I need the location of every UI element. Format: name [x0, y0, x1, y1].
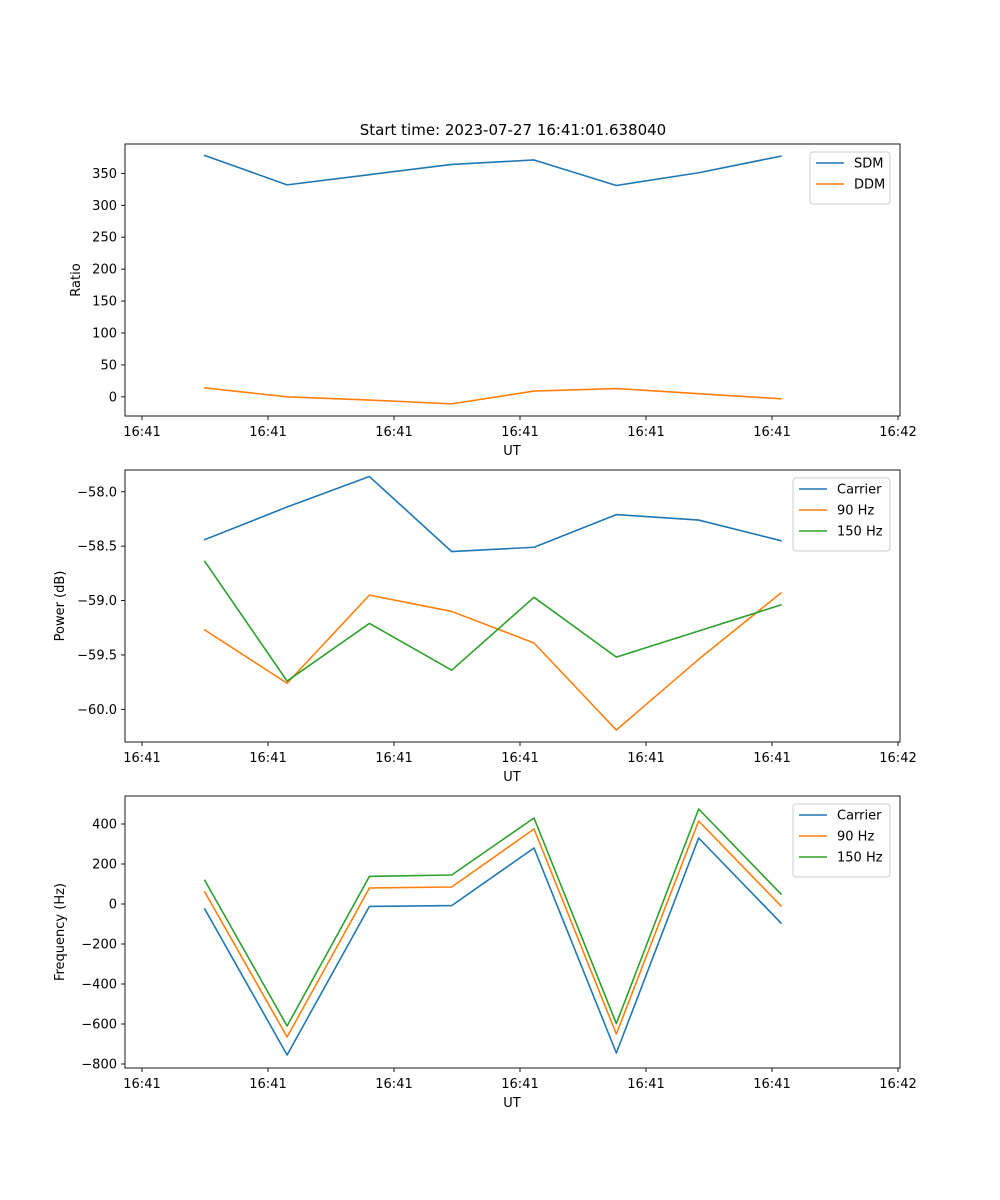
x-tick-label: 16:41 [627, 425, 664, 440]
x-tick-label: 16:41 [501, 1077, 538, 1092]
x-tick-label: 16:41 [123, 425, 160, 440]
series-line-90-hz [203, 591, 783, 731]
x-tick-label: 16:42 [879, 1077, 916, 1092]
legend: Carrier 90 Hz 150 Hz [792, 803, 891, 878]
axes-frame [124, 469, 901, 743]
x-axis-label: UT [503, 1096, 521, 1111]
y-tick-label: −200 [81, 938, 117, 953]
figure-title: Start time: 2023-07-27 16:41:01.638040 [360, 121, 666, 139]
y-tick-label: −59.5 [77, 648, 117, 663]
x-tick-label: 16:41 [753, 751, 790, 766]
legend-label: 150 Hz [837, 851, 883, 866]
y-tick-label: −58.0 [77, 485, 117, 500]
x-tick-label: 16:41 [249, 425, 286, 440]
y-tick-label: −800 [81, 1058, 117, 1073]
y-tick-label: 50 [100, 358, 117, 373]
legend-label: Carrier [837, 483, 882, 498]
x-tick-label: 16:41 [375, 1077, 412, 1092]
y-tick-label: 0 [109, 898, 117, 913]
y-axis-label: Ratio [69, 263, 84, 296]
legend-label: 150 Hz [837, 525, 883, 540]
legend-box [792, 803, 891, 878]
x-tick-label: 16:41 [627, 1077, 664, 1092]
x-axis-label: UT [503, 770, 521, 785]
y-tick-label: 0 [109, 390, 117, 405]
series-line-carrier [203, 475, 782, 553]
legend-box [792, 477, 891, 552]
x-tick-label: 16:41 [123, 1077, 160, 1092]
y-tick-label: 400 [92, 818, 117, 833]
x-tick-label: 16:41 [249, 1077, 286, 1092]
x-tick-label: 16:41 [249, 751, 286, 766]
series-line-carrier [203, 837, 783, 1056]
legend-label: Carrier [837, 809, 882, 824]
legend-label: SDM [854, 157, 883, 172]
legend: SDM DDM [809, 151, 891, 205]
series-line-90-hz [203, 820, 783, 1038]
y-tick-label: −60.0 [77, 703, 117, 718]
x-tick-label: 16:41 [501, 751, 538, 766]
legend: Carrier 90 Hz 150 Hz [792, 477, 891, 552]
y-tick-label: 350 [92, 167, 117, 182]
y-tick-label: 200 [92, 263, 117, 278]
x-tick-label: 16:41 [753, 425, 790, 440]
y-tick-label: 250 [92, 231, 117, 246]
y-tick-label: 100 [92, 326, 117, 341]
y-tick-label: −59.0 [77, 594, 117, 609]
x-tick-label: 16:41 [375, 425, 412, 440]
legend-label: 90 Hz [837, 830, 874, 845]
x-axis-label: UT [503, 444, 521, 459]
y-axis-label: Frequency (Hz) [53, 883, 68, 981]
legend-box [809, 151, 891, 205]
legend-label: DDM [854, 178, 885, 193]
y-tick-label: −600 [81, 1018, 117, 1033]
series-line-150-hz [203, 808, 783, 1027]
x-tick-label: 16:41 [501, 425, 538, 440]
x-tick-label: 16:42 [879, 425, 916, 440]
y-axis-label: Power (dB) [53, 571, 68, 642]
x-tick-label: 16:41 [753, 1077, 790, 1092]
x-tick-label: 16:41 [375, 751, 412, 766]
series-line-ddm [203, 387, 782, 405]
y-tick-label: 150 [92, 295, 117, 310]
y-tick-label: 200 [92, 858, 117, 873]
chart-panel-3: 16:41 16:41 16:41 16:41 16:41 16:41 16:42 −800 −… [53, 795, 917, 1111]
chart-panel-1: 16:41 16:41 16:41 16:41 16:41 16:41 16:42 0 50 10… [69, 143, 917, 459]
y-tick-label: −400 [81, 978, 117, 993]
series-line-150-hz [203, 560, 782, 682]
x-tick-label: 16:41 [123, 751, 160, 766]
y-tick-label: −58.5 [77, 540, 117, 555]
legend-label: 90 Hz [837, 504, 874, 519]
y-tick-label: 300 [92, 199, 117, 214]
chart-panel-2: 16:41 16:41 16:41 16:41 16:41 16:41 16:42 −60.0… [53, 469, 917, 785]
x-tick-label: 16:41 [627, 751, 664, 766]
charts: 16:41 16:41 16:41 16:41 16:41 16:41 16:42 0 50 10… [53, 143, 917, 1111]
axes-frame [124, 143, 901, 417]
series-line-sdm [203, 154, 782, 187]
x-tick-label: 16:42 [879, 751, 916, 766]
axes-frame [124, 795, 901, 1069]
